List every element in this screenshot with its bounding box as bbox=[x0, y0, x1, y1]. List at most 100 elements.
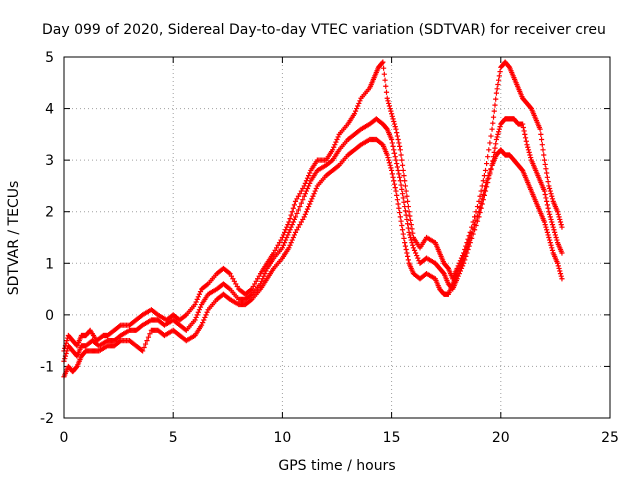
data-point bbox=[400, 195, 406, 201]
data-point bbox=[408, 222, 414, 228]
data-point bbox=[385, 98, 391, 104]
data-point bbox=[196, 291, 203, 297]
data-point bbox=[554, 209, 561, 215]
y-tick-label: -1 bbox=[40, 359, 54, 375]
data-point bbox=[553, 234, 559, 241]
data-point bbox=[387, 162, 393, 168]
data-point bbox=[494, 134, 500, 140]
data-point bbox=[404, 216, 410, 223]
data-point bbox=[117, 323, 123, 329]
data-point bbox=[559, 224, 565, 230]
data-point bbox=[285, 232, 291, 238]
data-point bbox=[307, 201, 313, 207]
data-point bbox=[394, 133, 401, 139]
y-tick-label: 0 bbox=[45, 308, 54, 324]
data-point bbox=[492, 145, 498, 151]
data-point bbox=[330, 147, 336, 153]
data-point bbox=[482, 188, 489, 194]
data-point bbox=[541, 188, 548, 194]
data-point bbox=[301, 214, 307, 220]
data-point bbox=[304, 175, 311, 181]
data-point bbox=[403, 212, 409, 218]
data-point bbox=[407, 217, 414, 223]
data-point bbox=[335, 134, 341, 140]
data-point bbox=[414, 252, 420, 259]
data-point bbox=[303, 209, 310, 215]
data-point bbox=[544, 174, 550, 180]
data-point bbox=[402, 178, 408, 184]
data-point bbox=[476, 209, 482, 215]
data-point bbox=[497, 124, 503, 130]
data-point bbox=[537, 126, 543, 132]
data-point bbox=[197, 289, 204, 295]
data-point bbox=[284, 224, 290, 230]
y-tick-label: 5 bbox=[45, 50, 54, 66]
data-point bbox=[402, 183, 409, 189]
data-point bbox=[480, 197, 486, 203]
data-point bbox=[408, 237, 414, 243]
data-point bbox=[523, 138, 529, 144]
data-point bbox=[117, 338, 123, 345]
data-point bbox=[260, 276, 266, 282]
data-point bbox=[291, 202, 298, 208]
data-point bbox=[403, 188, 409, 194]
data-point bbox=[559, 276, 565, 282]
data-point bbox=[555, 263, 561, 269]
data-point bbox=[400, 167, 406, 174]
data-point bbox=[557, 219, 564, 225]
data-point bbox=[495, 81, 501, 88]
data-point bbox=[332, 142, 338, 148]
data-point bbox=[333, 139, 339, 145]
data-point bbox=[493, 141, 499, 147]
data-point bbox=[290, 205, 296, 211]
data-point bbox=[140, 348, 146, 354]
data-point bbox=[193, 314, 199, 321]
plot-frame bbox=[63, 56, 611, 419]
y-axis-label: SDTVAR / TECUs bbox=[6, 181, 22, 296]
data-point bbox=[480, 178, 486, 184]
data-point bbox=[390, 143, 396, 149]
data-point bbox=[389, 136, 395, 143]
data-point bbox=[486, 147, 492, 153]
data-point bbox=[482, 183, 489, 189]
data-point bbox=[302, 211, 308, 217]
data-point bbox=[383, 89, 390, 95]
data-point bbox=[382, 77, 388, 83]
data-point bbox=[394, 164, 401, 170]
data-point bbox=[381, 71, 387, 77]
data-point bbox=[288, 240, 294, 246]
data-point bbox=[520, 124, 526, 131]
data-point bbox=[487, 140, 493, 146]
data-point bbox=[397, 147, 403, 153]
data-point bbox=[396, 140, 402, 146]
data-point bbox=[393, 188, 399, 194]
data-point bbox=[484, 179, 490, 186]
data-point bbox=[397, 214, 403, 220]
data-point bbox=[391, 181, 398, 187]
data-point bbox=[542, 191, 548, 198]
data-point bbox=[461, 255, 467, 261]
data-point bbox=[545, 205, 551, 211]
data-point bbox=[391, 118, 397, 125]
data-point bbox=[399, 162, 406, 168]
data-point bbox=[392, 185, 398, 191]
data-point bbox=[385, 154, 391, 161]
x-tick-label: 5 bbox=[169, 430, 178, 446]
data-point bbox=[558, 222, 564, 228]
data-point bbox=[478, 188, 484, 194]
data-point bbox=[485, 154, 491, 160]
data-point bbox=[522, 131, 528, 137]
data-point bbox=[195, 309, 201, 315]
data-point bbox=[380, 65, 387, 71]
data-point bbox=[195, 294, 201, 300]
data-point bbox=[306, 173, 312, 179]
data-point bbox=[380, 59, 386, 65]
data-point bbox=[391, 150, 398, 156]
data-point bbox=[312, 188, 318, 194]
data-point bbox=[484, 160, 490, 167]
data-point bbox=[196, 307, 203, 313]
data-point bbox=[394, 192, 400, 198]
data-point bbox=[311, 191, 317, 197]
